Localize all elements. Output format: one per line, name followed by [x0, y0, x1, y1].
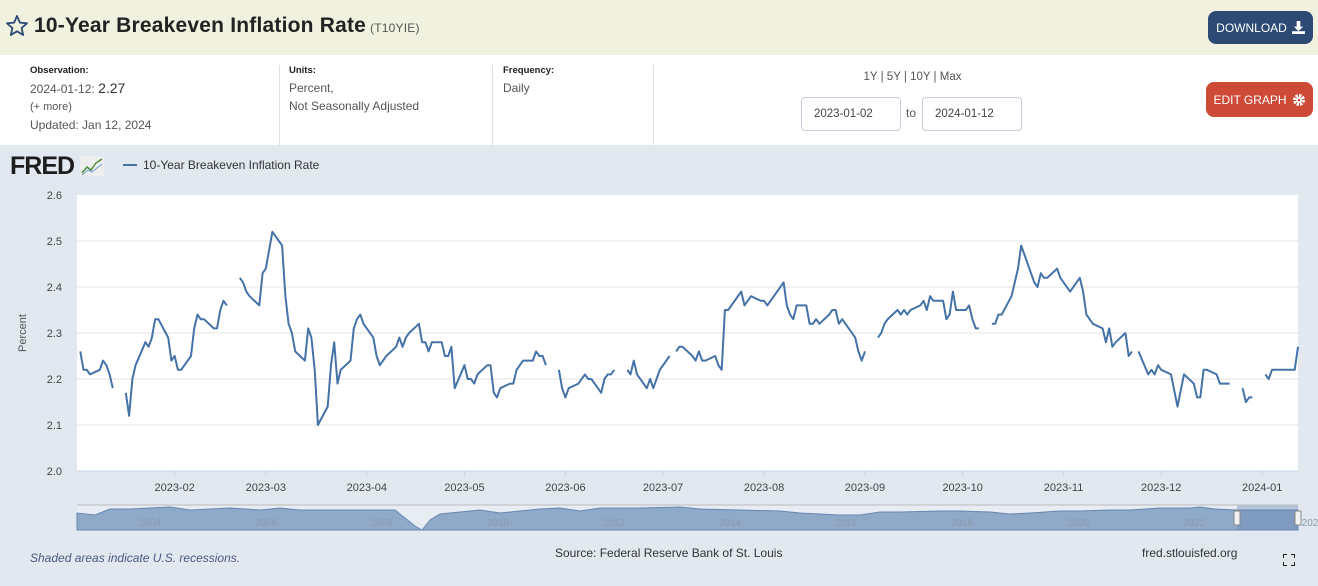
- download-icon: [1291, 21, 1305, 34]
- x-tick-label: 2023-02: [154, 482, 194, 494]
- y-tick-label: 2.2: [47, 374, 62, 386]
- observation-date: 2024-01-12:: [30, 82, 95, 96]
- navigator-year-label: 2014: [719, 518, 742, 529]
- page-title: 10-Year Breakeven Inflation Rate (T10YIE): [34, 14, 420, 38]
- divider: [492, 65, 493, 145]
- navigator-year-label: 2016: [835, 518, 858, 529]
- navigator-year-label: 2010: [487, 518, 510, 529]
- range-10y[interactable]: 10Y: [910, 71, 931, 83]
- series-line-segment: [1264, 346, 1299, 380]
- x-tick-label: 2023-10: [942, 482, 982, 494]
- observation-value: 2.27: [98, 80, 126, 96]
- x-tick-label: 2023-11: [1044, 482, 1084, 494]
- fullscreen-icon[interactable]: [1283, 554, 1295, 566]
- fred-logo[interactable]: FRED: [10, 152, 105, 181]
- start-date-input[interactable]: 2023-01-02: [801, 97, 901, 131]
- download-button[interactable]: DOWNLOAD: [1208, 11, 1313, 44]
- edit-graph-label: EDIT GRAPH: [1213, 92, 1287, 107]
- units-column: Units: Percent, Not Seasonally Adjusted: [289, 65, 419, 115]
- more-observations-link[interactable]: (+ more): [30, 101, 72, 113]
- y-tick-label: 2.1: [47, 420, 62, 432]
- series-line-segment: [1137, 351, 1230, 408]
- y-tick-label: 2.0: [47, 466, 62, 478]
- end-date-input[interactable]: 2024-01-12: [922, 97, 1022, 131]
- navigator-selected-range[interactable]: [1237, 505, 1298, 530]
- navigator-year-label: 2006: [255, 518, 278, 529]
- range-separator: |: [903, 71, 907, 83]
- chart-trend-icon: [80, 156, 105, 176]
- x-tick-label: 2023-06: [545, 482, 585, 494]
- series-line-segment: [877, 290, 979, 339]
- y-tick-label: 2.5: [47, 236, 62, 248]
- range-5y[interactable]: 5Y: [886, 71, 901, 83]
- series-line-segment: [675, 281, 866, 371]
- navigator[interactable]: 2004 2006 2008 2010 2012 2014 2016 2018 2020 2022…: [76, 504, 1318, 531]
- recessions-note: Shaded areas indicate U.S. recessions.: [30, 551, 241, 565]
- range-separator: |: [933, 71, 937, 83]
- site-link[interactable]: fred.stlouisfed.org: [1142, 546, 1238, 560]
- x-tick-label: 2023-04: [347, 482, 387, 494]
- x-tick-label: 2023-08: [744, 482, 784, 494]
- navigator-year-label: 2012: [603, 518, 626, 529]
- x-tick-label: 2023-03: [246, 482, 286, 494]
- source-text: Source: Federal Reserve Bank of St. Loui…: [555, 546, 783, 560]
- download-label: DOWNLOAD: [1216, 20, 1287, 35]
- series-header: 10-Year Breakeven Inflation Rate (T10YIE)…: [0, 0, 1318, 55]
- navigator-year-label: 2018: [951, 518, 974, 529]
- units-value: Percent,: [289, 81, 334, 95]
- navigator-right-handle[interactable]: [1294, 510, 1302, 526]
- x-tick-label: 2023-09: [845, 482, 885, 494]
- x-tick-label: 2023-07: [643, 482, 683, 494]
- series-line-segment: [991, 244, 1133, 357]
- series-line-segment: [124, 299, 228, 417]
- navigator-year-label: 2004: [139, 518, 162, 529]
- x-tick-label: 2023-05: [444, 482, 484, 494]
- gear-icon: [1292, 93, 1305, 106]
- chart-legend[interactable]: 10-Year Breakeven Inflation Rate: [123, 158, 319, 172]
- range-max[interactable]: Max: [939, 71, 962, 83]
- to-label: to: [906, 106, 917, 120]
- x-tick-label: 2024-01: [1242, 482, 1282, 494]
- divider: [653, 65, 654, 145]
- navigator-series-area: [76, 506, 1299, 531]
- line-chart: 2.0 2.1 2.2 2.3 2.4 2.5 2.6 2023-02 2023-03 2023-…: [17, 190, 1318, 531]
- series-line-segment: [238, 230, 547, 426]
- observation-label: Observation:: [30, 65, 89, 76]
- y-tick-label: 2.4: [47, 282, 62, 294]
- frequency-label: Frequency:: [503, 65, 555, 76]
- y-tick-label: 2.3: [47, 328, 62, 340]
- favorite-star-icon[interactable]: [5, 14, 29, 38]
- frequency-value: Daily: [503, 81, 530, 95]
- navigator-year-label: 202: [1302, 518, 1318, 529]
- x-tick-label: 2023-12: [1141, 482, 1181, 494]
- observation-column: Observation: 2024-01-12: 2.27 (+ more) U…: [30, 65, 151, 134]
- series-line-segment: [79, 351, 114, 389]
- range-selector: 1Y | 5Y | 10Y | Max: [830, 71, 995, 83]
- series-title: 10-Year Breakeven Inflation Rate: [34, 14, 367, 37]
- navigator-left-handle[interactable]: [1233, 510, 1241, 526]
- series-info-panel: Observation: 2024-01-12: 2.27 (+ more) U…: [0, 55, 1318, 145]
- navigator-year-label: 2022: [1183, 518, 1206, 529]
- navigator-year-label: 2020: [1067, 518, 1090, 529]
- range-1y[interactable]: 1Y: [863, 71, 878, 83]
- range-separator: |: [880, 71, 884, 83]
- y-tick-label: 2.6: [47, 190, 62, 202]
- units-label: Units:: [289, 65, 316, 76]
- updated-date: Updated: Jan 12, 2024: [30, 118, 152, 132]
- navigator-year-label: 2008: [371, 518, 394, 529]
- legend-label: 10-Year Breakeven Inflation Rate: [143, 158, 320, 172]
- series-line-segment: [557, 369, 616, 399]
- y-axis-title: Percent: [17, 314, 29, 352]
- series-line-segment: [1241, 387, 1253, 403]
- series-line-segment: [626, 355, 671, 390]
- frequency-column: Frequency: Daily: [503, 65, 554, 97]
- legend-line-swatch: [123, 164, 137, 166]
- series-id: (T10YIE): [370, 21, 420, 35]
- divider: [279, 65, 280, 145]
- edit-graph-button[interactable]: EDIT GRAPH: [1206, 82, 1313, 117]
- fred-logo-text: FRED: [10, 152, 75, 180]
- seasonal-adjustment: Not Seasonally Adjusted: [289, 99, 420, 113]
